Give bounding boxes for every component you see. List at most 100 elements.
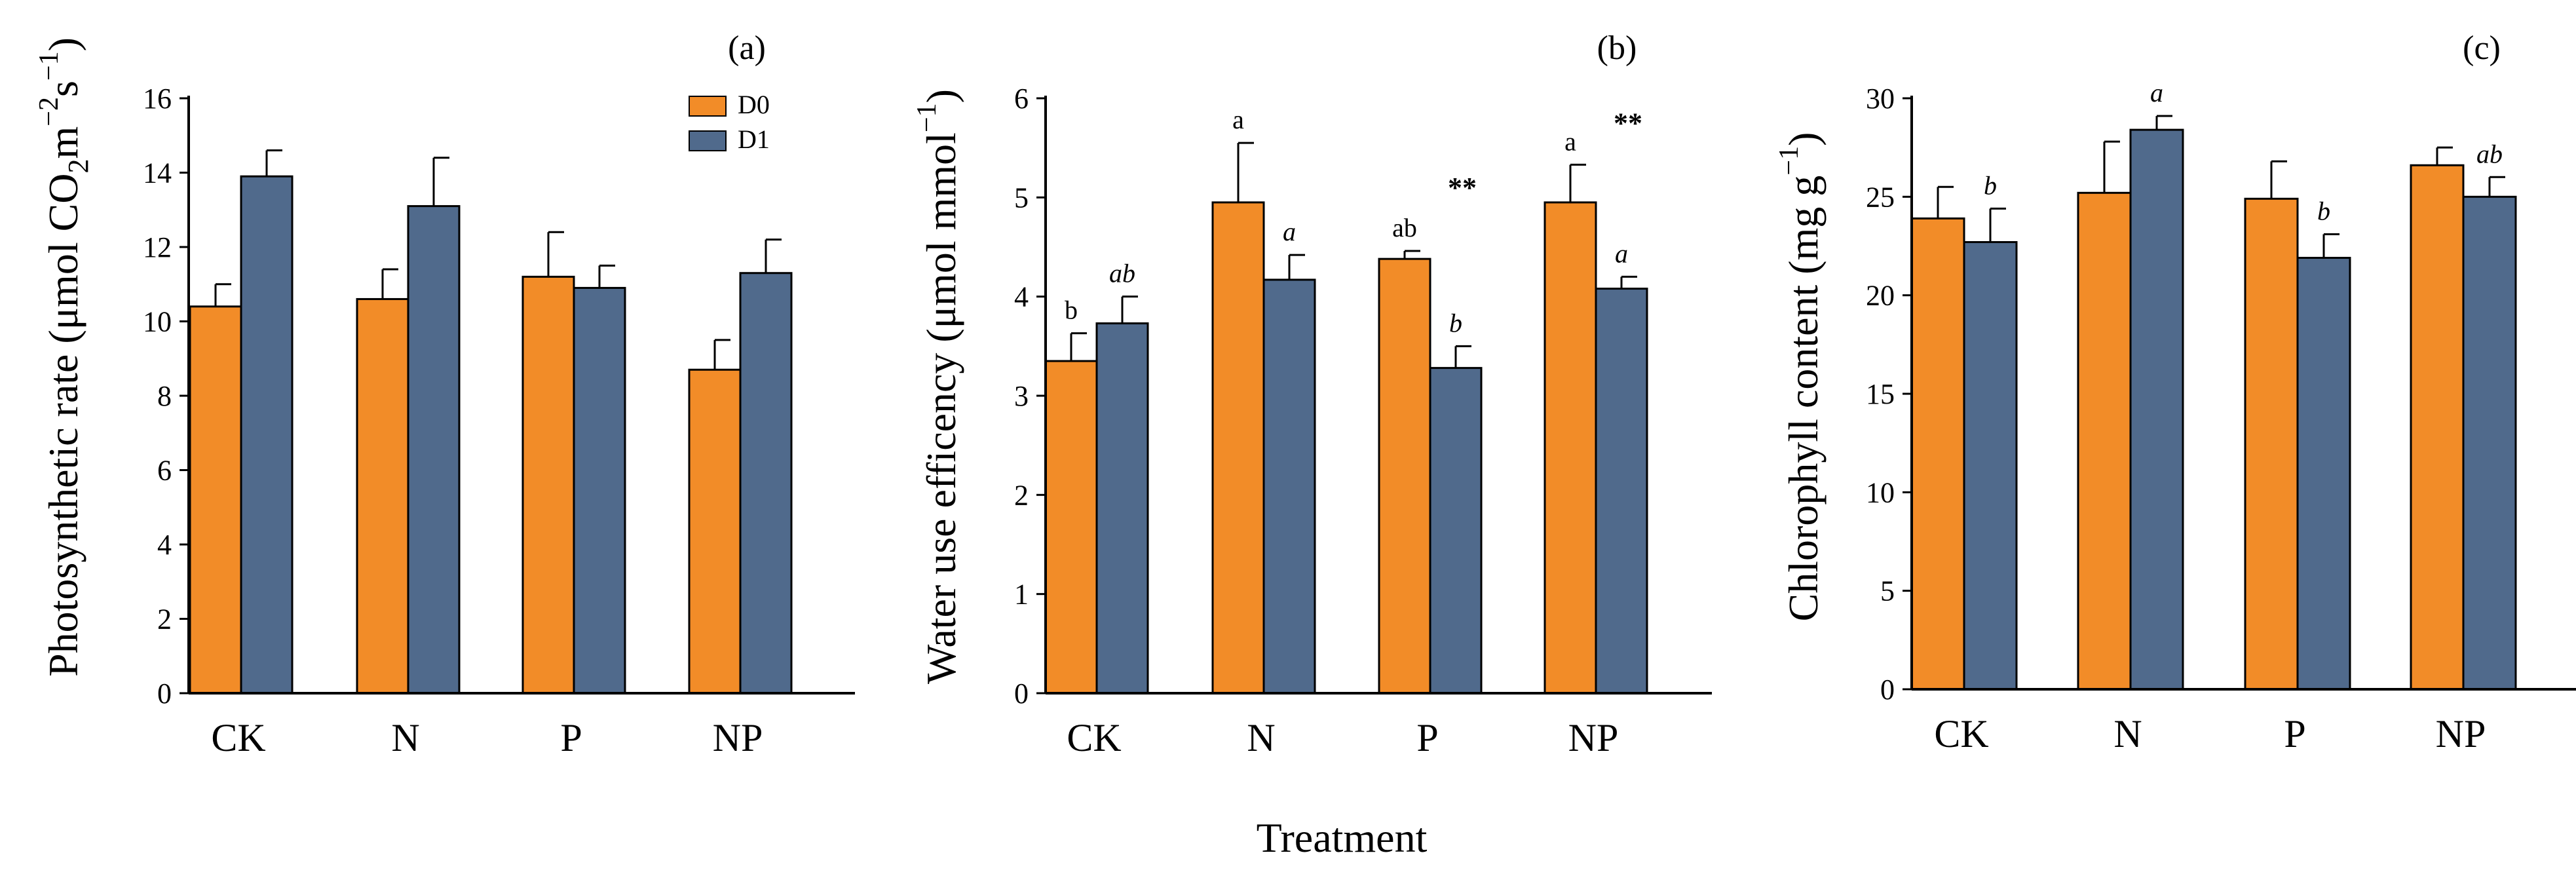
panel-c-ylabel-end: ) — [1780, 132, 1827, 146]
panel-b-y-tick-label: 3 — [1014, 380, 1029, 412]
panel-b-y-axis-title: Water use efficency (μmol mmol−1) — [912, 89, 964, 684]
panel-a-bar-d0-p — [521, 275, 575, 695]
legend-swatch-d0 — [689, 96, 727, 117]
legend-swatch-d1 — [689, 130, 727, 151]
panel-b-significance-label: ** — [1614, 107, 1642, 140]
panel-c-y-tick-label: 15 — [1866, 378, 1895, 410]
panel-c-x-tick-label: N — [2113, 712, 2142, 755]
panel-b-bar-d0-p — [1378, 257, 1431, 695]
legend-label-d0: D0 — [738, 90, 770, 119]
panel-c-significance-label: b — [2317, 196, 2330, 225]
panel-a-y-tick-label: 6 — [157, 455, 172, 487]
panel-c-significance-label: a — [2150, 78, 2163, 107]
panel-c-bar-d1-n — [2129, 128, 2184, 691]
panel-a-ylabel-mid1: m — [40, 126, 86, 159]
panel-c-bar-d0-np — [2410, 164, 2465, 691]
panel-a-x-tick-label: NP — [713, 716, 763, 759]
panel-a-y-axis-title: Photosynthetic rate (μmol CO2m−2s−1) — [34, 37, 94, 677]
panel-b-y-tick-label: 5 — [1014, 181, 1029, 214]
panel-b-bar-d1-n — [1262, 278, 1316, 695]
panel-c-x-tick-label: CK — [1934, 712, 1988, 755]
panel-c-y-axis-title: Chlorophyll content (mg g−1) — [1774, 132, 1827, 622]
panel-b-ylabel-sup1: −1 — [912, 103, 942, 132]
panel-b-ylabel-end: ) — [918, 89, 964, 103]
panel-c-x-tick-label: P — [2284, 712, 2305, 755]
panel-b-significance-label: a — [1232, 105, 1244, 134]
panel-b-ylabel-base: Water use efficency (μmol mmol — [918, 132, 964, 684]
panel-b-y-tick-label: 6 — [1014, 83, 1029, 115]
panel-a-ylabel-base: Photosynthetic rate (μmol CO — [40, 173, 86, 676]
panel-a-x-tick-label: CK — [211, 716, 265, 759]
panel-c-bar-d1-ck — [1963, 240, 2018, 691]
panel-b-bar-d1-p — [1429, 367, 1483, 695]
panel-b-bar-d1-ck — [1095, 322, 1149, 695]
panel-c-ylabel-base: Chlorophyll content (mg g — [1780, 176, 1827, 622]
panel-a-bar-d1-ck — [240, 175, 294, 695]
panel-c-bar-d1-p — [2296, 257, 2351, 691]
panel-b-significance-label: ab — [1392, 213, 1417, 242]
panel-a-y-tick-label: 0 — [157, 677, 172, 710]
panel-a-ylabel-sub: 2 — [62, 159, 94, 173]
panel-b-tag: (b) — [1597, 29, 1637, 67]
panel-a-bar-d1-p — [573, 286, 626, 695]
panel-a-ylabel-sup2: −1 — [34, 51, 64, 81]
legend-label-d1: D1 — [738, 124, 770, 154]
panel-a-y-tick-label: 12 — [143, 231, 172, 263]
panel-c-ylabel-sup1: −1 — [1774, 146, 1804, 176]
panel-b-significance-label: ** — [1448, 172, 1477, 204]
panel-c-bar-d0-p — [2244, 197, 2299, 691]
panel-c-bar-d0-n — [2077, 191, 2132, 691]
panel-a-x-tick-label: N — [391, 716, 419, 759]
panel-c-y-tick-label: 5 — [1880, 575, 1895, 607]
panel-a-y-tick-label: 10 — [143, 306, 172, 338]
panel-a-tag: (a) — [728, 29, 766, 67]
panel-c-y-tick-label: 30 — [1866, 83, 1895, 115]
panel-b-x-tick-label: P — [1416, 716, 1438, 759]
panel-c-tag: (c) — [2463, 29, 2501, 67]
panel-b-bar-d0-ck — [1044, 360, 1098, 695]
panel-a-y-tick-label: 4 — [157, 529, 172, 561]
panel-b-significance-label: ab — [1109, 259, 1135, 288]
panel-c-y-tick-label: 25 — [1866, 181, 1895, 213]
panel-a-bar-d0-ck — [189, 305, 242, 695]
panel-b-y-tick-label: 2 — [1014, 479, 1029, 511]
panel-b-y-tick-label: 4 — [1014, 281, 1029, 313]
panel-a-x-tick-label: P — [560, 716, 582, 759]
legend: D0 D1 — [689, 90, 770, 154]
panel-a-y-tick-label: 14 — [143, 157, 172, 189]
panel-b-significance-label: b — [1449, 308, 1462, 337]
panel-b-significance-label: b — [1065, 295, 1078, 325]
panel-b-bar-d0-np — [1544, 201, 1597, 695]
panel-a-bar-d1-n — [407, 205, 461, 695]
panel-b-significance-label: a — [1283, 217, 1296, 246]
panel-c-x-tick-label: NP — [2436, 712, 2486, 755]
panel-c-significance-label: b — [1984, 170, 1997, 200]
panel-a-bar-d1-np — [739, 272, 793, 695]
panel-a-y-tick-label: 16 — [143, 83, 172, 115]
shared-x-axis-title: Treatment — [1257, 814, 1428, 861]
panel-b-x-tick-label: N — [1247, 716, 1275, 759]
panel-c-y-tick-label: 10 — [1866, 476, 1895, 508]
panel-a-y-tick-label: 2 — [157, 603, 172, 636]
panel-b-x-tick-label: CK — [1067, 716, 1121, 759]
panel-a-y-tick-label: 8 — [157, 380, 172, 412]
panel-b-y-tick-label: 1 — [1014, 579, 1029, 611]
panel-a-bar-d0-n — [356, 297, 409, 695]
panel-c-bar-d1-np — [2462, 195, 2517, 691]
panel-c-y-tick-label: 0 — [1880, 674, 1895, 706]
panel-a-ylabel-sup1: −2 — [34, 97, 64, 126]
panel-b-bar-d0-n — [1211, 201, 1265, 695]
panel-b-significance-label: a — [1615, 238, 1628, 268]
panel-b-significance-label: a — [1564, 126, 1576, 156]
panel-b-y-tick-label: 0 — [1014, 677, 1029, 710]
panel-b-bar-d1-np — [1595, 288, 1648, 695]
panel-c-significance-label: ab — [2476, 139, 2503, 168]
panel-a-bar-d0-np — [688, 368, 742, 695]
